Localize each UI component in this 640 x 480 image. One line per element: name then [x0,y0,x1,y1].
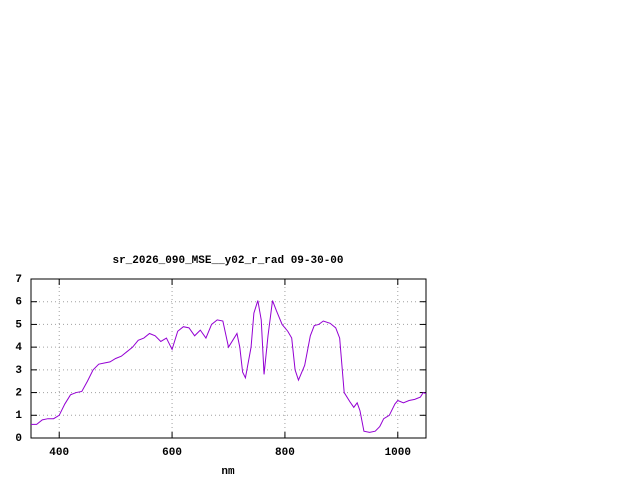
y-tick-label: 0 [15,433,22,445]
plot-frame [30,278,427,439]
y-tick-label: 2 [15,387,22,399]
y-tick-label: 1 [15,410,22,422]
y-tick-label: 3 [15,365,22,377]
y-tick-label: 6 [15,297,22,309]
chart-title: sr_2026_090_MSE__y02_r_rad 09-30-00 [112,255,343,267]
x-tick-label: 1000 [385,447,411,459]
x-tick-label: 400 [49,447,69,459]
y-tick-label: 5 [15,319,22,331]
y-tick-label: 4 [15,342,22,354]
x-tick-label: 600 [162,447,182,459]
data-line [31,300,427,433]
y-tick-label: 7 [15,274,22,286]
x-axis-label: nm [221,466,235,478]
x-tick-label: 800 [275,447,295,459]
